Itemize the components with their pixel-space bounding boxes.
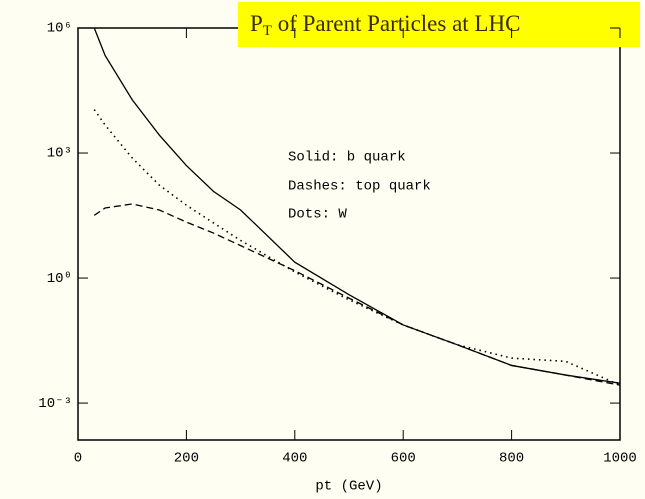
x-tick-label: 1000 (603, 451, 637, 467)
annotation: Dots: W (288, 207, 347, 223)
y-tick-label: 10⁰ (47, 271, 72, 287)
series-line (93, 203, 621, 386)
annotation: Solid: b quark (288, 150, 406, 166)
x-axis-label: pt (GeV) (315, 479, 382, 495)
chart-title: PT of Parent Particles at LHC (250, 11, 520, 39)
title-rest: of Parent Particles at LHC (272, 11, 520, 36)
annotation: Dashes: top quark (288, 179, 431, 195)
y-tick-label: 10⁻³ (38, 396, 72, 412)
y-tick-label: 10⁶ (47, 21, 72, 37)
x-tick-label: 800 (499, 451, 524, 467)
x-tick-label: 600 (391, 451, 416, 467)
title-main: P (250, 11, 263, 36)
title-box (238, 2, 640, 47)
title-sub: T (263, 23, 272, 39)
y-tick-label: 10³ (47, 146, 72, 162)
x-tick-label: 0 (74, 451, 82, 467)
x-tick-label: 400 (282, 451, 307, 467)
x-tick-label: 200 (174, 451, 199, 467)
